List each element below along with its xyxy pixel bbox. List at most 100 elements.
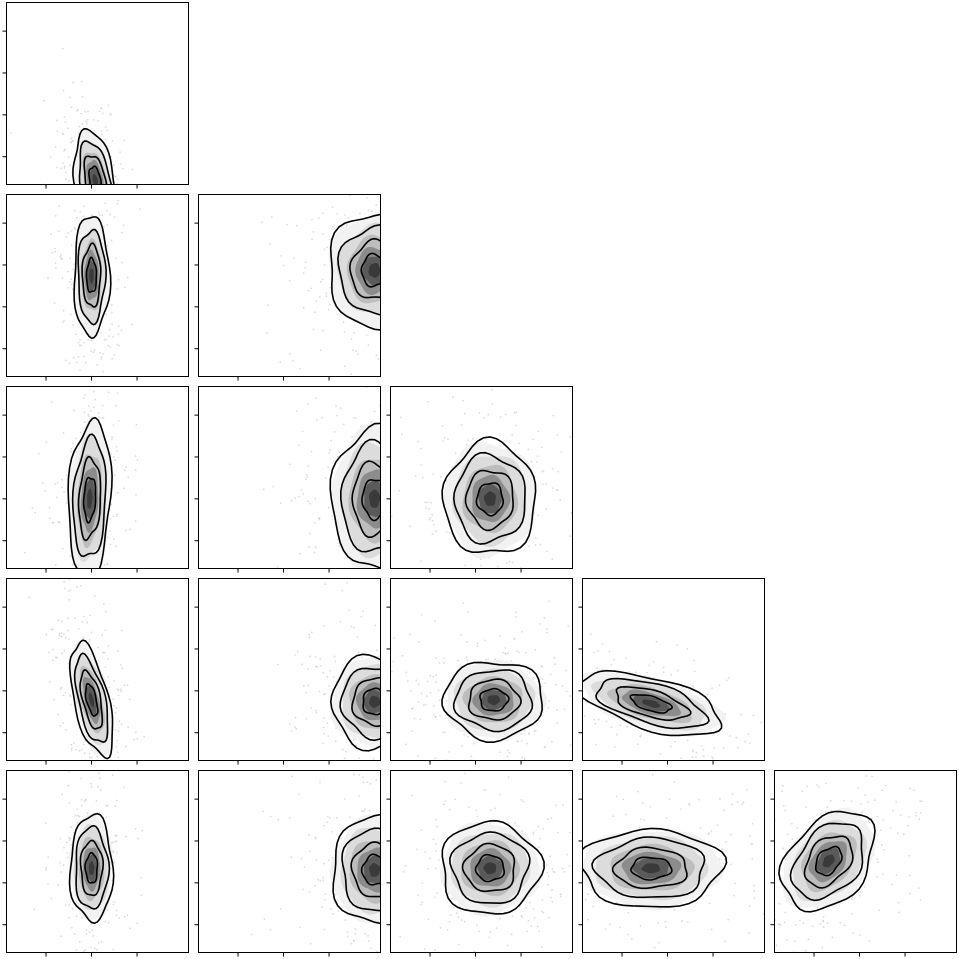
- scatter-point: [545, 508, 548, 510]
- scatter-point: [750, 843, 753, 845]
- scatter-point: [70, 749, 73, 752]
- scatter-point: [780, 870, 782, 872]
- scatter-point: [456, 659, 459, 662]
- scatter-point: [466, 611, 469, 613]
- scatter-point: [397, 838, 399, 840]
- panel-content: [33, 770, 144, 952]
- scatter-point: [123, 139, 126, 142]
- scatter-point: [67, 629, 69, 632]
- scatter-point: [123, 286, 126, 289]
- scatter-point: [104, 629, 107, 632]
- scatter-point: [294, 654, 296, 656]
- scatter-point: [112, 680, 115, 682]
- scatter-point: [396, 253, 398, 255]
- scatter-point: [560, 836, 562, 838]
- contour-line: [72, 127, 115, 184]
- scatter-point: [408, 859, 410, 861]
- scatter-point: [72, 356, 75, 359]
- scatter-point: [63, 319, 65, 322]
- scatter-point: [421, 808, 423, 810]
- scatter-point: [616, 733, 618, 736]
- scatter-point: [411, 708, 413, 710]
- scatter-point: [60, 635, 63, 638]
- scatter-point: [102, 203, 104, 205]
- scatter-point: [83, 752, 86, 755]
- scatter-point: [121, 167, 124, 170]
- scatter-point: [622, 798, 625, 801]
- scatter-point: [314, 884, 316, 887]
- scatter-point: [394, 522, 396, 524]
- scatter-point: [568, 686, 570, 688]
- scatter-point: [96, 203, 98, 205]
- scatter-point: [89, 610, 91, 612]
- scatter-point: [86, 205, 88, 207]
- scatter-point: [80, 80, 83, 83]
- panel-frame: [390, 770, 573, 953]
- contour-line: [361, 479, 380, 522]
- scatter-point: [419, 365, 421, 367]
- scatter-point: [396, 185, 398, 187]
- scatter-point: [473, 950, 476, 952]
- scatter-point: [851, 898, 853, 900]
- scatter-point: [123, 915, 126, 918]
- contour-line: [814, 845, 843, 877]
- scatter-point: [411, 866, 413, 868]
- scatter-point: [100, 356, 103, 358]
- scatter-point: [569, 436, 572, 438]
- scatter-point: [594, 743, 597, 746]
- scatter-point: [59, 861, 61, 864]
- scatter-point: [108, 686, 111, 689]
- scatter-point: [68, 192, 70, 194]
- scatter-point: [93, 119, 95, 121]
- scatter-point: [776, 834, 778, 836]
- scatter-point: [555, 489, 558, 491]
- scatter-point: [105, 185, 107, 187]
- panel-frame: [198, 386, 381, 569]
- scatter-point: [72, 442, 74, 445]
- scatter-point: [438, 859, 440, 861]
- scatter-point: [114, 805, 117, 807]
- scatter-point: [68, 904, 71, 906]
- scatter-point: [124, 389, 126, 391]
- scatter-point: [404, 512, 406, 514]
- scatter-point: [594, 722, 597, 725]
- scatter-point: [435, 674, 438, 676]
- scatter-point: [308, 891, 311, 894]
- scatter-point: [397, 682, 399, 684]
- scatter-point: [486, 774, 488, 776]
- contour-line: [452, 451, 526, 545]
- scatter-point: [91, 929, 93, 932]
- scatter-point: [343, 757, 346, 760]
- scatter-point: [111, 380, 113, 382]
- scatter-point: [541, 899, 544, 902]
- scatter-point: [455, 605, 457, 607]
- scatter-point: [383, 380, 385, 382]
- scatter-point: [362, 781, 365, 784]
- scatter-point: [448, 808, 451, 811]
- scatter-point: [324, 898, 327, 901]
- scatter-point: [97, 646, 99, 649]
- scatter-point: [818, 786, 820, 788]
- scatter-point: [57, 520, 60, 523]
- scatter-point: [889, 826, 892, 829]
- scatter-point: [540, 946, 543, 948]
- scatter-point: [530, 925, 533, 927]
- scatter-point: [711, 687, 713, 690]
- scatter-point: [298, 586, 300, 588]
- scatter-point: [68, 839, 71, 842]
- scatter-point: [50, 628, 53, 631]
- panel-r1-c0: [2, 192, 189, 391]
- scatter-point: [342, 321, 345, 324]
- scatter-point: [784, 809, 786, 812]
- scatter-point: [113, 175, 116, 177]
- scatter-point: [100, 206, 102, 208]
- panel-frame: [6, 2, 189, 185]
- scatter-point: [115, 515, 118, 518]
- scatter-point: [58, 230, 60, 233]
- scatter-point: [437, 280, 439, 282]
- scatter-point: [328, 859, 330, 861]
- scatter-point: [480, 558, 482, 561]
- scatter-point: [421, 203, 423, 205]
- scatter-point: [117, 816, 119, 818]
- scatter-point: [438, 788, 440, 790]
